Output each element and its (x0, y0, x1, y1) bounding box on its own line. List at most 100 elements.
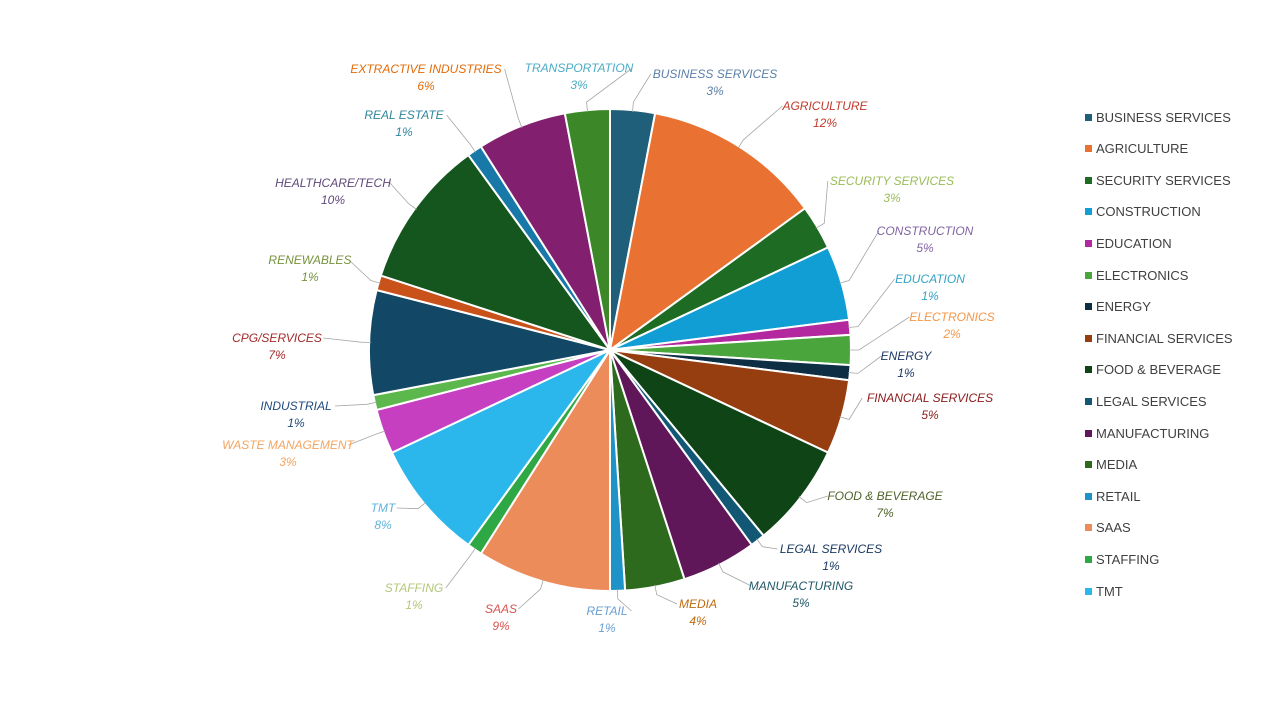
slice-percent-label: 3% (883, 191, 901, 205)
leader-line (654, 584, 678, 605)
legend-label: TMT (1096, 583, 1123, 599)
legend-label: FOOD & BEVERAGE (1096, 362, 1221, 378)
legend-label: SECURITY SERVICES (1096, 172, 1231, 188)
legend-item: MANUFACTURING (1085, 424, 1209, 442)
legend-item: ENERGY (1085, 298, 1151, 316)
legend-label: CONSTRUCTION (1096, 204, 1201, 220)
slice-percent-label: 1% (921, 289, 939, 303)
slice-percent-label: 5% (916, 241, 934, 255)
legend-swatch (1085, 587, 1092, 595)
slice-percent-label: 1% (287, 416, 305, 430)
legend-item: RETAIL (1085, 487, 1141, 505)
slice-label: BUSINESS SERVICES (653, 67, 778, 81)
legend-item: SECURITY SERVICES (1085, 171, 1231, 189)
leader-line (632, 73, 652, 113)
slice-label: TMT (371, 501, 397, 515)
legend-label: ENERGY (1096, 299, 1151, 315)
legend-item: FINANCIAL SERVICES (1085, 329, 1233, 347)
slice-label: FOOD & BEVERAGE (827, 489, 943, 503)
legend-label: SAAS (1096, 520, 1131, 536)
leader-line (348, 259, 381, 284)
legend-item: AGRICULTURE (1085, 140, 1188, 158)
leader-line (839, 230, 880, 284)
slice-label: MEDIA (679, 597, 717, 611)
leader-line (323, 337, 372, 343)
leader-line (446, 114, 477, 153)
slice-label: MANUFACTURING (749, 579, 853, 593)
slice-label: EDUCATION (895, 272, 965, 286)
leader-line (389, 182, 417, 210)
slice-percent-label: 4% (689, 614, 707, 628)
legend-swatch (1085, 145, 1092, 153)
legend-swatch (1085, 271, 1092, 279)
slice-percent-label: 1% (822, 559, 840, 573)
legend-swatch (1085, 461, 1092, 469)
slice-label: ENERGY (881, 349, 933, 363)
legend-swatch (1085, 555, 1092, 563)
legend-item: LEGAL SERVICES (1085, 392, 1207, 410)
slice-percent-label: 1% (598, 621, 616, 635)
leader-line (586, 67, 633, 113)
slice-percent-label: 5% (792, 596, 810, 610)
legend-label: STAFFING (1096, 551, 1160, 567)
slice-percent-label: 1% (897, 366, 915, 380)
legend-label: FINANCIAL SERVICES (1096, 330, 1233, 346)
leader-line (847, 355, 882, 374)
slice-percent-label: 3% (570, 78, 588, 92)
slice-percent-label: 12% (813, 116, 837, 130)
slice-label: LEGAL SERVICES (780, 542, 882, 556)
slice-percent-label: 1% (301, 270, 319, 284)
legend-swatch (1085, 303, 1092, 311)
slice-label: REAL ESTATE (364, 108, 444, 122)
slice-label: SAAS (485, 602, 517, 616)
slice-label: AGRICULTURE (781, 99, 868, 113)
leader-line (718, 562, 752, 587)
slice-percent-label: 9% (492, 619, 510, 633)
leader-line (518, 579, 544, 610)
legend-swatch (1085, 176, 1092, 184)
legend-item: STAFFING (1085, 550, 1159, 568)
leader-line (847, 278, 895, 328)
slice-label: HEALTHCARE/TECH (275, 176, 391, 190)
leader-line (348, 430, 386, 446)
slice-percent-label: 7% (268, 348, 286, 362)
slice-label: ELECTRONICS (909, 310, 994, 324)
leader-line (445, 547, 477, 589)
leader-line (839, 397, 863, 420)
legend-label: LEGAL SERVICES (1096, 393, 1207, 409)
slice-label: CONSTRUCTION (877, 224, 974, 238)
leader-line (798, 495, 829, 504)
slice-label: WASTE MANAGEMENT (222, 438, 355, 452)
leader-line (617, 588, 632, 612)
legend-item: MEDIA (1085, 456, 1137, 474)
leader-line (334, 401, 377, 407)
legend-swatch (1085, 492, 1092, 500)
legend-swatch (1085, 113, 1092, 121)
leader-line (396, 501, 427, 510)
slice-label: RENEWABLES (268, 253, 351, 267)
slice-percent-label: 3% (706, 84, 724, 98)
slice-percent-label: 6% (417, 79, 435, 93)
legend-item: CONSTRUCTION (1085, 203, 1201, 221)
slice-label: TRANSPORTATION (525, 61, 634, 75)
legend-item: BUSINESS SERVICES (1085, 108, 1231, 126)
slice-percent-label: 7% (876, 506, 894, 520)
slice-percent-label: 10% (321, 193, 345, 207)
slice-percent-label: 1% (395, 125, 413, 139)
leader-line (737, 105, 783, 149)
leader-line (815, 180, 829, 229)
legend-item: TMT (1085, 582, 1123, 600)
leader-line (504, 68, 523, 128)
legend-label: EDUCATION (1096, 235, 1172, 251)
slice-label: CPG/SERVICES (232, 331, 322, 345)
slice-label: INDUSTRIAL (260, 399, 331, 413)
legend-label: MEDIA (1096, 457, 1138, 473)
legend-label: MANUFACTURING (1096, 425, 1210, 441)
slice-label: STAFFING (385, 581, 443, 595)
slice-label: RETAIL (586, 604, 627, 618)
slice-percent-label: 1% (405, 598, 423, 612)
legend-swatch (1085, 524, 1092, 532)
slice-percent-label: 8% (374, 518, 392, 532)
